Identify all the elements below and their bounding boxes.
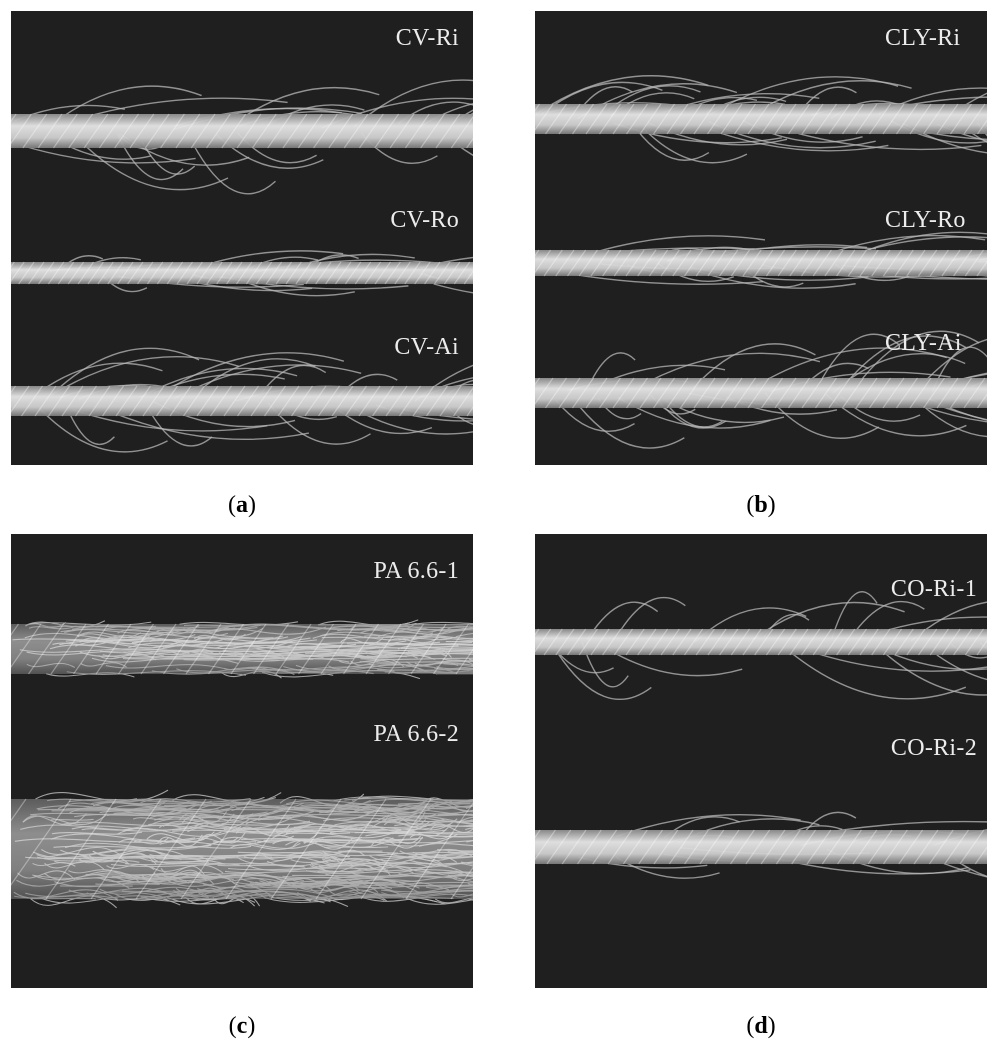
panel-c-yarn-image [11, 534, 473, 988]
yarn-label: CLY-Ro [885, 207, 966, 234]
panel-c: PA 6.6-1 PA 6.6-2 [11, 534, 473, 988]
panel-b: CLY-Ri CLY-Ro CLY-Ai [535, 11, 987, 465]
panel-d: CO-Ri-1 CO-Ri-2 [535, 534, 987, 988]
yarn-label: CV-Ro [390, 207, 459, 234]
panel-b-yarn-image [535, 11, 987, 465]
panel-a-caption: (a) [212, 492, 272, 519]
yarn-label: CO-Ri-2 [891, 735, 977, 762]
yarn-label: CLY-Ai [885, 330, 962, 357]
yarn-label: CV-Ri [396, 25, 459, 52]
yarn-label: PA 6.6-1 [373, 558, 459, 585]
panel-a-yarn-image [11, 11, 473, 465]
panel-b-caption: (b) [731, 492, 791, 519]
yarn-label: CV-Ai [394, 334, 459, 361]
yarn-label: CO-Ri-1 [891, 576, 977, 603]
panel-d-caption: (d) [731, 1013, 791, 1040]
panel-c-caption: (c) [212, 1013, 272, 1040]
yarn-label: PA 6.6-2 [373, 721, 459, 748]
panel-a: CV-Ri CV-Ro CV-Ai [11, 11, 473, 465]
yarn-label: CLY-Ri [885, 25, 960, 52]
